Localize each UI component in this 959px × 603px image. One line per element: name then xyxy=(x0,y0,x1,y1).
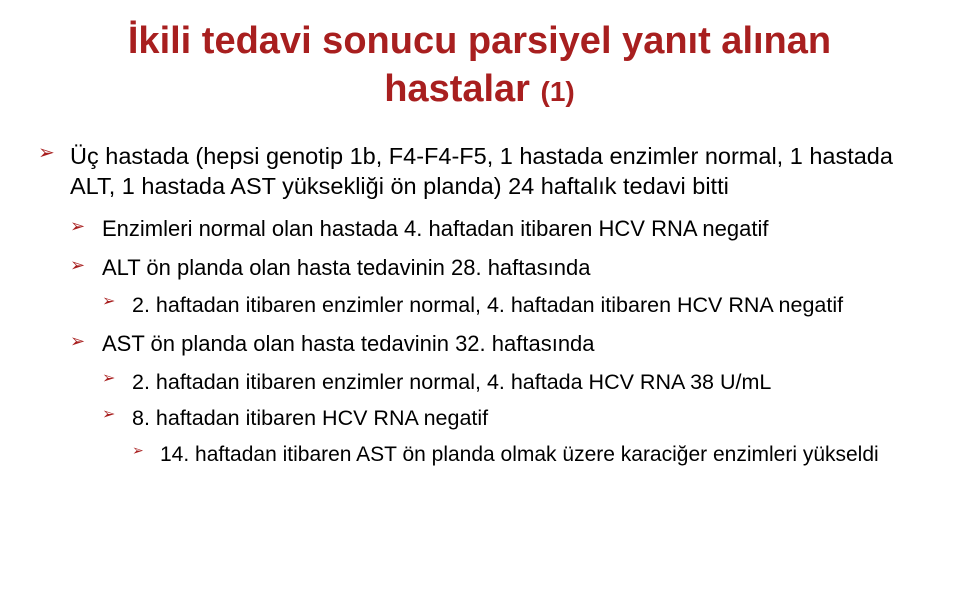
title-line1: İkili tedavi sonucu parsiyel yanıt alına… xyxy=(128,20,831,62)
bullet-lvl3: 2. haftadan itibaren enzimler normal, 4.… xyxy=(102,369,921,397)
bullet-lvl4: 14. haftadan itibaren AST ön planda olma… xyxy=(132,441,921,468)
bullet-text: 2. haftadan itibaren enzimler normal, 4.… xyxy=(132,370,771,394)
bullet-lvl2: Enzimleri normal olan hastada 4. haftada… xyxy=(70,215,921,244)
title-line2a: hastalar xyxy=(384,68,540,110)
bullet-text: AST ön planda olan hasta tedavinin 32. h… xyxy=(102,331,595,356)
bullet-text: 2. haftadan itibaren enzimler normal, 4.… xyxy=(132,293,843,317)
title-suffix: (1) xyxy=(541,76,575,107)
bullet-text: Üç hastada (hepsi genotip 1b, F4-F4-F5, … xyxy=(70,143,893,199)
bullet-text: Enzimleri normal olan hastada 4. haftada… xyxy=(102,216,768,241)
bullet-lvl2: AST ön planda olan hasta tedavinin 32. h… xyxy=(70,330,921,359)
bullet-lvl2: ALT ön planda olan hasta tedavinin 28. h… xyxy=(70,254,921,283)
bullet-text: ALT ön planda olan hasta tedavinin 28. h… xyxy=(102,255,590,280)
bullet-lvl1: Üç hastada (hepsi genotip 1b, F4-F4-F5, … xyxy=(38,141,921,201)
bullet-lvl3: 8. haftadan itibaren HCV RNA negatif xyxy=(102,405,921,433)
bullet-lvl3: 2. haftadan itibaren enzimler normal, 4.… xyxy=(102,292,921,320)
bullet-text: 8. haftadan itibaren HCV RNA negatif xyxy=(132,406,488,430)
slide-title: İkili tedavi sonucu parsiyel yanıt alına… xyxy=(38,18,921,113)
bullet-text: 14. haftadan itibaren AST ön planda olma… xyxy=(160,443,879,466)
